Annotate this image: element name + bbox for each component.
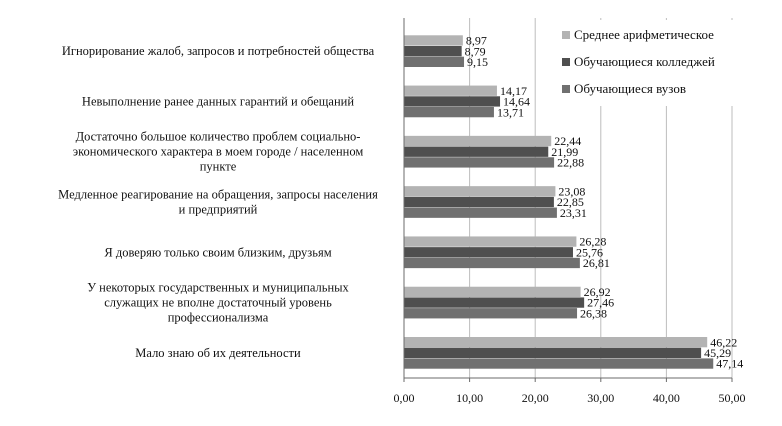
- data-label: 13,71: [497, 105, 524, 119]
- category-label: Я доверяю только своим близким, друзьям: [104, 245, 331, 259]
- bar: [404, 196, 554, 208]
- bar: [404, 347, 702, 359]
- bar: [404, 56, 465, 67]
- bar: [404, 186, 556, 197]
- bar: [404, 106, 494, 118]
- category-label-line: У некоторых государственных и муниципаль…: [87, 281, 349, 295]
- category-label-line: профессионализма: [168, 311, 269, 325]
- bar: [404, 236, 577, 247]
- data-label: 23,08: [558, 184, 585, 198]
- data-label: 26,92: [584, 285, 611, 299]
- x-tick-label: 40,00: [653, 391, 680, 405]
- legend: Среднее арифметическое Обучающиеся коллед…: [558, 20, 758, 106]
- data-label: 14,17: [500, 84, 527, 98]
- data-label: 25,76: [576, 245, 603, 259]
- bar: [404, 35, 463, 46]
- bar: [404, 96, 501, 107]
- bar: [404, 157, 555, 168]
- data-label: 8,97: [466, 34, 487, 48]
- data-label: 14,64: [503, 95, 530, 109]
- data-label: 22,88: [557, 156, 584, 170]
- x-tick-label: 0,00: [394, 391, 415, 405]
- bars: [404, 35, 714, 369]
- bar: [404, 358, 714, 369]
- category-labels: Игнорирование жалоб, запросов и потребно…: [58, 44, 378, 360]
- bar: [404, 85, 497, 96]
- x-tick-labels: 0,00 10,00 20,00 30,00 40,00 50,00: [394, 391, 746, 405]
- category-label-line: Мало знаю об их деятельности: [135, 346, 301, 360]
- legend-swatch: [562, 85, 570, 93]
- category-label: Игнорирование жалоб, запросов и потребно…: [62, 44, 375, 58]
- data-label: 26,28: [579, 235, 606, 249]
- category-label-line: пункте: [200, 160, 237, 174]
- legend-swatch: [562, 58, 570, 66]
- bar: [404, 337, 708, 348]
- category-label: Невыполнение ранее данных гарантий и обе…: [82, 94, 354, 108]
- bar: [404, 247, 573, 258]
- category-label-line: и предприятий: [179, 203, 258, 217]
- x-tick-label: 30,00: [587, 391, 614, 405]
- bar: [404, 286, 581, 298]
- data-label: 47,14: [716, 357, 743, 371]
- data-label: 22,85: [557, 195, 584, 209]
- category-label-line: Достаточно большое количество проблем со…: [76, 130, 361, 144]
- data-label: 46,22: [710, 335, 737, 349]
- value-labels: 8,978,799,1514,1714,6413,7122,4421,9922,…: [465, 34, 744, 371]
- data-label: 45,29: [704, 346, 731, 360]
- data-label: 21,99: [551, 145, 578, 159]
- data-label: 26,81: [583, 256, 610, 270]
- bar: [404, 135, 552, 147]
- category-label-line: Игнорирование жалоб, запросов и потребно…: [62, 44, 375, 58]
- bar: [404, 45, 462, 57]
- category-label-line: Я доверяю только своим близким, друзьям: [104, 245, 331, 259]
- x-tick-label: 20,00: [522, 391, 549, 405]
- axes: [403, 18, 733, 382]
- data-label: 26,38: [580, 306, 607, 320]
- x-tick-label: 50,00: [719, 391, 746, 405]
- category-label-line: служащих не вполне достаточный уровень: [104, 296, 332, 310]
- data-label: 27,46: [587, 296, 614, 310]
- bar: [404, 207, 557, 218]
- category-label-line: Медленное реагирование на обращения, зап…: [58, 188, 378, 202]
- category-label: Медленное реагирование на обращения, зап…: [58, 188, 378, 217]
- category-label: Достаточно большое количество проблем со…: [73, 130, 364, 174]
- data-label: 8,79: [465, 44, 486, 58]
- legend-swatch: [562, 31, 570, 39]
- data-label: 23,31: [560, 206, 587, 220]
- category-label-line: экономического характера в моем городе /…: [73, 145, 364, 159]
- data-label: 22,44: [554, 134, 581, 148]
- legend-label: Обучающиеся колледжей: [574, 54, 715, 69]
- legend-box: [558, 20, 758, 106]
- category-label-line: Невыполнение ранее данных гарантий и обе…: [82, 94, 354, 108]
- bar: [404, 146, 549, 157]
- x-tick-label: 10,00: [456, 391, 483, 405]
- data-label: 9,15: [467, 55, 488, 69]
- bar: [404, 257, 580, 269]
- legend-label: Среднее арифметическое: [574, 27, 714, 42]
- category-label: У некоторых государственных и муниципаль…: [87, 281, 349, 325]
- bar: [404, 297, 585, 308]
- category-label: Мало знаю об их деятельности: [135, 346, 301, 360]
- legend-label: Обучающиеся вузов: [574, 81, 686, 96]
- bar: [404, 308, 578, 319]
